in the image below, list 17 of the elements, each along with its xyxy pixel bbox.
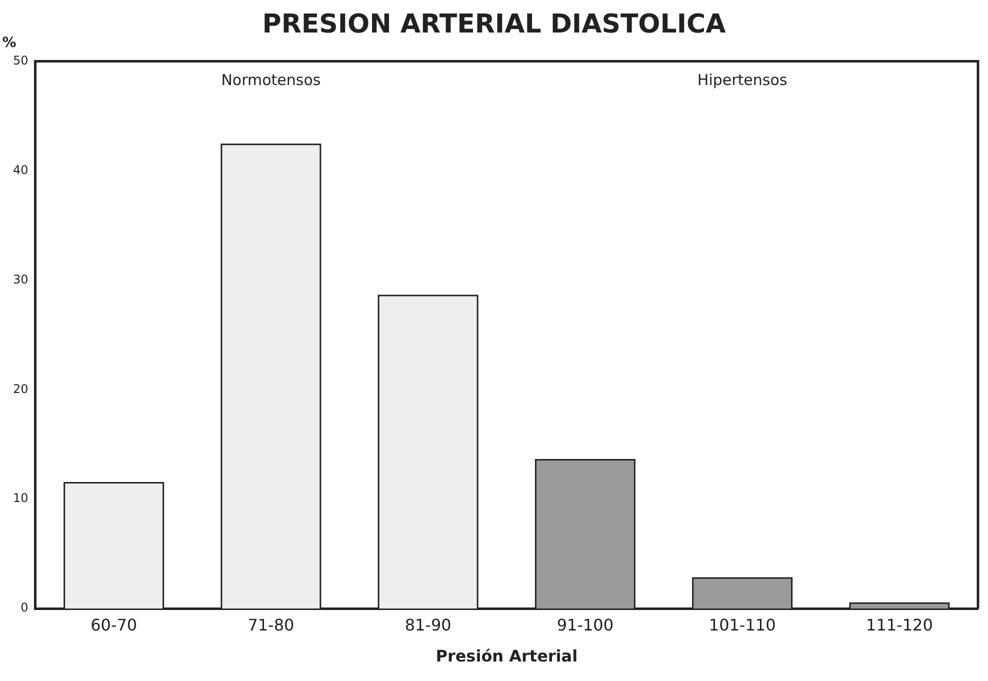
x-tick-label: 60-70 [90, 615, 138, 634]
y-axis-title: % [2, 34, 16, 51]
x-tick-label: 111-120 [866, 615, 933, 634]
x-tick-label: 101-110 [708, 615, 776, 634]
x-tick-label: 71-80 [248, 615, 294, 634]
x-tick-label: 81-90 [404, 615, 452, 634]
x-tick-label: 91-100 [556, 615, 614, 634]
chart-title: PRESION ARTERIAL DIASTOLICA [262, 9, 726, 40]
annotation: Normotensos [221, 71, 321, 90]
y-tick-label: 20 [12, 382, 28, 396]
y-tick-label: 50 [12, 53, 28, 68]
y-tick-label: 10 [12, 491, 28, 506]
y-tick-label: 30 [12, 272, 28, 286]
x-axis-title: Presión Arterial [436, 646, 578, 666]
annotation: Hipertensos [697, 71, 788, 90]
y-tick-label: 0 [20, 600, 28, 615]
y-tick-label: 40 [12, 162, 28, 177]
